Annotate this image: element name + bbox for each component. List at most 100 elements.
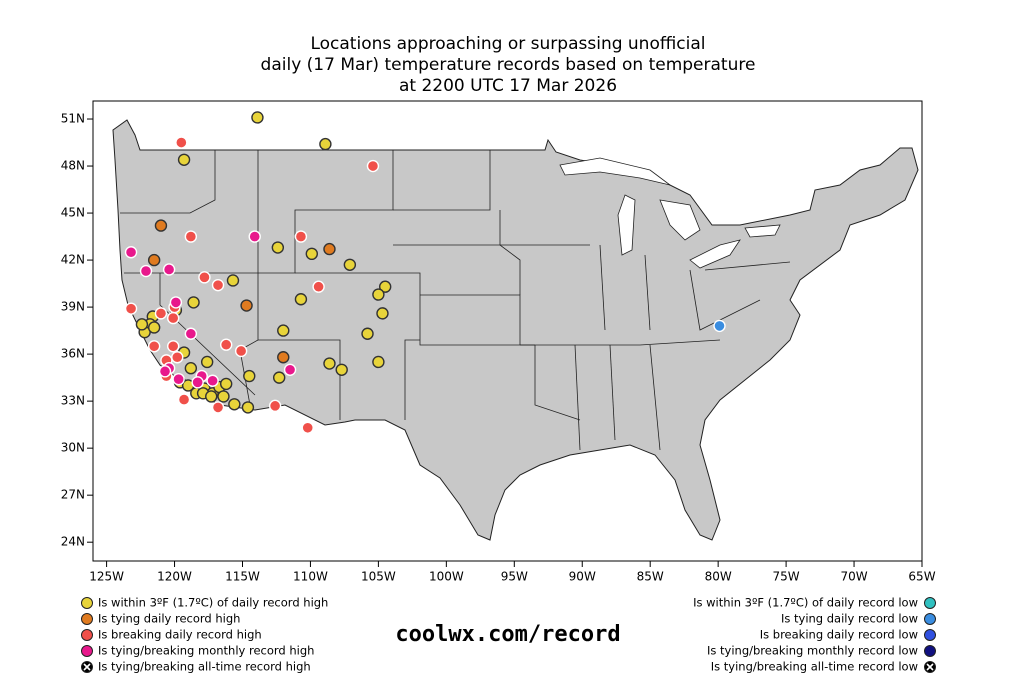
legend-swatch-x bbox=[83, 663, 91, 671]
x-tick-label: 110W bbox=[293, 570, 328, 584]
record-point bbox=[234, 344, 248, 358]
record-point bbox=[323, 242, 336, 256]
record-point bbox=[343, 258, 357, 271]
x-tick-label: 115W bbox=[225, 570, 260, 584]
x-tick-label: 80W bbox=[705, 570, 732, 584]
record-point bbox=[378, 280, 392, 293]
legend-label: Is tying/breaking all-time record low bbox=[711, 660, 918, 674]
record-point bbox=[191, 376, 204, 389]
record-point bbox=[335, 363, 348, 376]
title-line: Locations approaching or surpassing unof… bbox=[310, 34, 705, 54]
x-tick-label: 95W bbox=[501, 570, 528, 584]
x-tick-label: 105W bbox=[361, 570, 396, 584]
watermark: coolwx.com/record bbox=[395, 622, 620, 647]
legend-label: Is breaking daily record high bbox=[98, 628, 262, 642]
record-point bbox=[172, 372, 185, 386]
legend-swatch bbox=[81, 613, 93, 625]
record-point bbox=[205, 390, 218, 403]
legend-swatch bbox=[81, 645, 93, 657]
record-point bbox=[184, 327, 198, 340]
legend-swatch bbox=[924, 597, 936, 609]
record-point bbox=[312, 280, 325, 293]
record-point bbox=[366, 159, 380, 173]
record-point bbox=[251, 111, 264, 124]
record-point bbox=[217, 390, 230, 403]
record-point bbox=[184, 230, 198, 243]
record-point bbox=[301, 421, 314, 434]
record-point bbox=[187, 296, 200, 309]
legend-swatch bbox=[924, 645, 936, 657]
y-tick-label: 36N bbox=[61, 347, 85, 361]
record-point bbox=[305, 247, 319, 261]
y-tick-label: 45N bbox=[61, 206, 85, 220]
legend-swatch-x bbox=[926, 663, 934, 671]
x-tick-label: 85W bbox=[637, 570, 664, 584]
basemap bbox=[92, 100, 923, 562]
record-point bbox=[166, 311, 180, 325]
record-point bbox=[200, 355, 214, 369]
y-tick-label: 33N bbox=[61, 394, 85, 408]
record-point bbox=[175, 136, 188, 149]
record-point bbox=[372, 355, 385, 369]
legend-label: Is tying/breaking monthly record high bbox=[98, 644, 314, 658]
record-point bbox=[713, 319, 726, 333]
x-tick-label: 90W bbox=[569, 570, 596, 584]
record-point bbox=[171, 351, 184, 364]
record-point bbox=[166, 340, 180, 353]
record-point bbox=[219, 377, 233, 391]
record-point bbox=[277, 351, 290, 364]
record-point bbox=[241, 401, 255, 414]
record-point bbox=[147, 253, 161, 267]
legend-label: Is within 3ºF (1.7ºC) of daily record hi… bbox=[98, 596, 328, 610]
y-tick-label: 30N bbox=[61, 441, 85, 455]
record-point bbox=[158, 365, 172, 378]
record-point bbox=[323, 357, 336, 370]
record-point bbox=[226, 274, 240, 287]
y-tick-label: 42N bbox=[61, 253, 85, 267]
legend-label: Is tying daily record high bbox=[98, 612, 240, 626]
legend-label: Is breaking daily record low bbox=[760, 628, 918, 642]
record-point bbox=[372, 288, 385, 301]
record-point bbox=[135, 318, 149, 331]
lake bbox=[617, 194, 636, 256]
record-point bbox=[124, 246, 138, 259]
lake bbox=[559, 157, 671, 186]
record-point bbox=[162, 263, 176, 276]
record-point bbox=[154, 219, 168, 232]
record-point bbox=[272, 371, 286, 384]
x-tick-label: 70W bbox=[840, 570, 867, 584]
y-tick-label: 39N bbox=[61, 300, 85, 314]
record-point bbox=[177, 153, 191, 166]
map-frame bbox=[92, 100, 923, 562]
y-tick-label: 48N bbox=[61, 159, 85, 173]
lake bbox=[744, 224, 781, 238]
lake bbox=[689, 239, 741, 269]
title-line: at 2200 UTC 17 Mar 2026 bbox=[399, 76, 617, 96]
record-point bbox=[154, 307, 168, 320]
record-point bbox=[294, 230, 308, 243]
y-tick-label: 24N bbox=[61, 535, 85, 549]
record-point bbox=[147, 340, 161, 353]
record-point bbox=[169, 296, 183, 309]
record-point bbox=[240, 299, 253, 312]
record-point bbox=[268, 399, 282, 413]
record-point bbox=[271, 241, 285, 254]
record-point bbox=[319, 137, 332, 151]
x-tick-label: 120W bbox=[157, 570, 192, 584]
title-line: daily (17 Mar) temperature records based… bbox=[261, 55, 756, 75]
x-tick-label: 125W bbox=[89, 570, 124, 584]
record-point bbox=[294, 293, 308, 306]
y-tick-label: 27N bbox=[61, 488, 85, 502]
record-point bbox=[228, 398, 241, 411]
record-point bbox=[277, 324, 290, 337]
legend-label: Is tying/breaking all-time record high bbox=[98, 660, 311, 674]
x-tick-label: 65W bbox=[908, 570, 935, 584]
lake bbox=[659, 199, 701, 241]
legend-label: Is within 3ºF (1.7ºC) of daily record lo… bbox=[693, 596, 918, 610]
state-lines bbox=[120, 150, 791, 451]
x-tick-label: 100W bbox=[429, 570, 464, 584]
legend-label: Is tying/breaking monthly record low bbox=[707, 644, 918, 658]
legend-swatch bbox=[924, 629, 936, 641]
x-tick-label: 75W bbox=[773, 570, 800, 584]
